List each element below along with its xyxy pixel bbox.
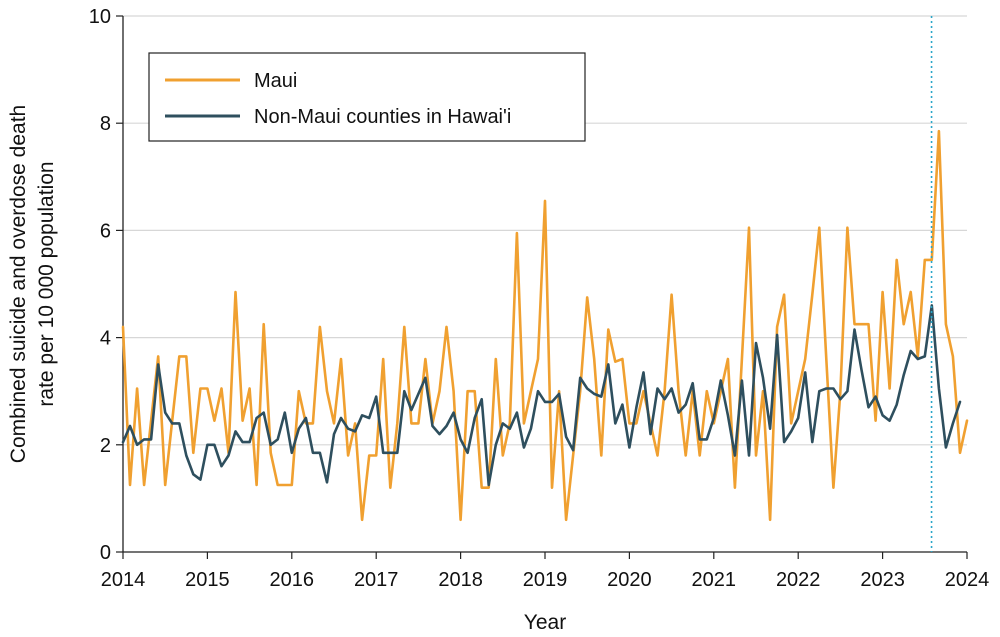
series-line-non-maui	[121, 304, 962, 487]
x-tick-label-2015: 2015	[185, 569, 230, 591]
x-tick-label-2024: 2024	[945, 569, 990, 591]
y-axis-title-line-2: rate per 10 000 population	[35, 161, 58, 406]
x-tick-label-2019: 2019	[523, 569, 568, 591]
x-tick-label-2023: 2023	[860, 569, 905, 591]
y-tick-label-2: 2	[100, 435, 111, 457]
x-tick-label-2014: 2014	[101, 569, 146, 591]
y-tick-label-4: 4	[100, 328, 111, 350]
x-tick-label-2016: 2016	[270, 569, 315, 591]
y-axis-title: Combined suicide and overdose death rate …	[7, 105, 58, 463]
y-tick-label-6: 6	[100, 220, 111, 242]
x-tick-label-2017: 2017	[354, 569, 399, 591]
legend-box	[148, 52, 586, 142]
legend: Maui Non-Maui counties in Hawai'i	[148, 52, 586, 142]
legend-label-non-maui: Non-Maui counties in Hawai'i	[254, 106, 511, 128]
x-tick-label-2018: 2018	[438, 569, 483, 591]
x-tick-label-2021: 2021	[692, 569, 737, 591]
y-axis-title-line-1: Combined suicide and overdose death	[7, 105, 30, 463]
x-tick-label-2022: 2022	[776, 569, 821, 591]
series-layer	[121, 129, 969, 522]
y-tick-label-0: 0	[100, 542, 111, 564]
legend-label-maui: Maui	[254, 70, 297, 92]
x-axis-title: Year	[524, 611, 566, 634]
x-tick-label-2020: 2020	[607, 569, 652, 591]
label-layer: 0 2 4 6 8 10 2014 2015 2016 2017 2018 2019 2020 2021 2…	[7, 6, 989, 634]
y-tick-label-8: 8	[100, 113, 111, 135]
series-line-maui	[121, 129, 969, 522]
y-tick-label-10: 10	[89, 6, 111, 28]
axis-layer	[116, 15, 968, 559]
